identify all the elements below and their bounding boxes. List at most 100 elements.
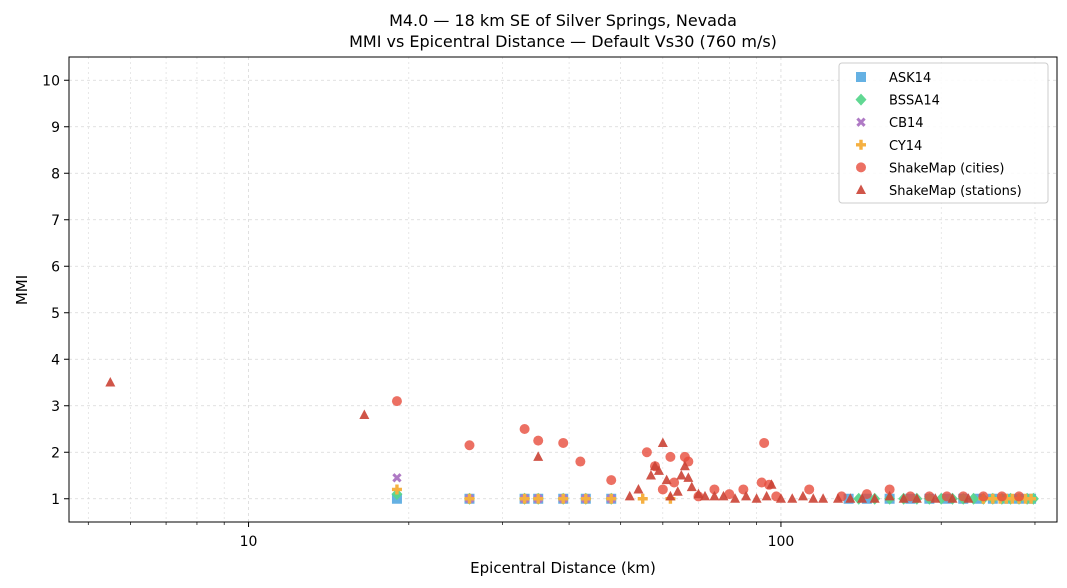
data-point bbox=[947, 493, 958, 503]
y-tick-label: 7 bbox=[51, 213, 60, 229]
legend-label: CB14 bbox=[889, 116, 924, 131]
legend-label: CY14 bbox=[889, 139, 922, 154]
data-point bbox=[633, 483, 644, 494]
data-point bbox=[884, 490, 895, 501]
data-point bbox=[558, 437, 569, 448]
data-point bbox=[672, 486, 683, 496]
data-point bbox=[869, 493, 880, 503]
data-point bbox=[857, 493, 868, 503]
legend-item: CY14 bbox=[856, 139, 922, 154]
x-tick-label: 100 bbox=[768, 534, 795, 550]
data-point bbox=[606, 493, 617, 504]
data-point bbox=[657, 437, 668, 447]
data-point bbox=[533, 451, 544, 461]
legend-marker bbox=[855, 93, 867, 106]
data-point bbox=[649, 460, 660, 471]
legend-item: CB14 bbox=[856, 116, 924, 131]
data-point bbox=[804, 484, 815, 495]
legend-item: ShakeMap (cities) bbox=[856, 161, 1004, 176]
data-point bbox=[624, 490, 635, 501]
y-tick-label: 5 bbox=[51, 306, 60, 322]
data-point bbox=[392, 473, 402, 483]
data-point bbox=[724, 489, 735, 500]
data-point bbox=[884, 484, 895, 495]
data-point bbox=[665, 451, 676, 462]
data-point bbox=[464, 493, 475, 504]
data-point bbox=[105, 377, 116, 387]
data-series bbox=[105, 377, 1039, 505]
legend-marker bbox=[856, 184, 866, 194]
y-tick-label: 3 bbox=[51, 399, 60, 415]
data-point bbox=[911, 493, 922, 503]
chart-subtitle: MMI vs Epicentral Distance — Default Vs3… bbox=[349, 32, 777, 51]
data-point bbox=[645, 470, 656, 480]
plot-frame bbox=[68, 56, 1058, 523]
data-point bbox=[845, 493, 856, 503]
x-tick-label: 10 bbox=[240, 534, 258, 550]
legend-box bbox=[838, 62, 1049, 204]
data-point bbox=[818, 493, 829, 503]
data-point bbox=[718, 490, 729, 501]
data-point bbox=[759, 437, 770, 448]
data-point bbox=[679, 460, 690, 471]
series-5 bbox=[105, 377, 974, 503]
legend-item: ShakeMap (stations) bbox=[856, 184, 1022, 199]
legend-item: BSSA14 bbox=[855, 93, 940, 109]
data-point bbox=[941, 491, 952, 502]
axis-ticks: 10 100 1 2 3 4 5 6 7 8 9 10 bbox=[42, 73, 1036, 550]
data-point bbox=[641, 447, 652, 458]
data-point bbox=[464, 440, 475, 451]
data-point bbox=[676, 470, 687, 480]
data-point bbox=[575, 456, 586, 467]
data-point bbox=[978, 491, 989, 502]
data-point bbox=[699, 490, 710, 501]
data-point bbox=[669, 477, 680, 488]
data-point bbox=[709, 490, 720, 501]
data-point bbox=[661, 474, 672, 485]
data-point bbox=[787, 493, 798, 503]
data-point bbox=[730, 493, 741, 503]
data-point bbox=[657, 484, 668, 495]
data-point bbox=[665, 490, 676, 501]
legend: ASK14 BSSA14 CB14 CY14 ShakeMap (cities) Shak… bbox=[838, 62, 1049, 204]
data-point bbox=[963, 493, 974, 503]
data-point bbox=[558, 493, 569, 504]
y-tick-label: 8 bbox=[51, 166, 60, 182]
legend-marker bbox=[856, 162, 866, 173]
x-axis-label: Epicentral Distance (km) bbox=[470, 559, 656, 577]
data-point bbox=[580, 493, 591, 504]
data-point bbox=[391, 484, 402, 495]
data-point bbox=[761, 490, 772, 501]
legend-label: ShakeMap (cities) bbox=[889, 161, 1004, 176]
data-point bbox=[709, 484, 720, 495]
y-tick-label: 2 bbox=[51, 445, 60, 461]
legend-marker bbox=[856, 72, 866, 82]
data-point bbox=[533, 493, 544, 504]
data-point bbox=[741, 490, 752, 501]
chart-title: M4.0 — 18 km SE of Silver Springs, Nevad… bbox=[389, 11, 737, 30]
data-point bbox=[797, 490, 808, 501]
y-tick-label: 10 bbox=[42, 73, 60, 89]
y-tick-label: 4 bbox=[51, 352, 60, 368]
data-point bbox=[766, 479, 777, 489]
y-tick-label: 9 bbox=[51, 120, 60, 136]
data-point bbox=[533, 435, 544, 446]
data-point bbox=[391, 396, 402, 407]
legend-label: BSSA14 bbox=[889, 94, 940, 109]
data-point bbox=[924, 491, 935, 502]
data-point bbox=[1026, 493, 1037, 504]
data-point bbox=[519, 424, 530, 434]
data-point bbox=[751, 493, 762, 503]
y-axis-label: MMI bbox=[13, 275, 31, 305]
data-point bbox=[808, 493, 819, 503]
data-point bbox=[905, 491, 916, 502]
data-point bbox=[637, 493, 648, 504]
legend-item: ASK14 bbox=[856, 71, 931, 86]
y-tick-label: 6 bbox=[51, 259, 60, 275]
legend-marker bbox=[856, 139, 866, 150]
data-point bbox=[683, 472, 694, 482]
data-point bbox=[519, 493, 530, 504]
data-point bbox=[833, 493, 844, 503]
data-point bbox=[775, 493, 786, 503]
